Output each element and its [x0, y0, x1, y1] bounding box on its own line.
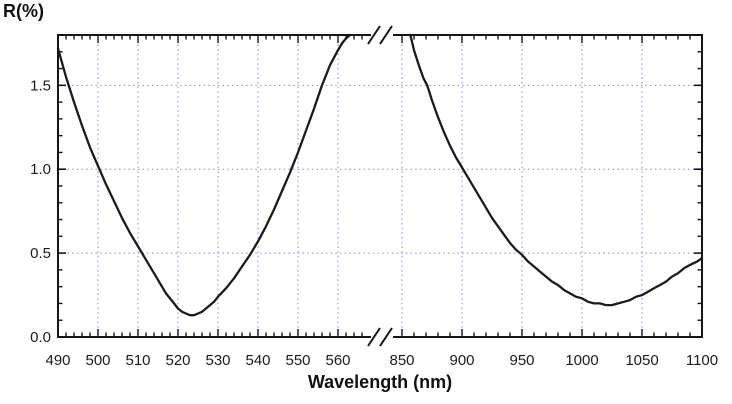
x-tick-label: 540	[245, 352, 270, 369]
y-tick-label: 1.5	[30, 77, 51, 94]
y-tick-label: 1.0	[30, 161, 51, 178]
x-tick-label: 850	[389, 352, 414, 369]
axis-break-gap	[371, 334, 393, 340]
x-tick-label: 500	[85, 352, 110, 369]
x-tick-label: 1050	[625, 352, 658, 369]
x-tick-label: 950	[509, 352, 534, 369]
axis-break-slash	[367, 327, 381, 347]
y-tick-label: 0.0	[30, 329, 51, 346]
x-tick-label: 490	[45, 352, 70, 369]
axis-box	[57, 34, 703, 338]
x-tick-label: 1000	[565, 352, 598, 369]
x-tick-label: 550	[285, 352, 310, 369]
x-tick-label: 560	[325, 352, 350, 369]
reflectance-curve	[56, 33, 352, 317]
x-tick-label: 530	[205, 352, 230, 369]
axis-break-gap	[371, 32, 393, 38]
x-tick-label: 520	[165, 352, 190, 369]
axis-break-slash	[379, 327, 393, 347]
x-tick-label: 1100	[686, 352, 718, 369]
axis-break-slash	[367, 25, 381, 45]
x-axis-title: Wavelength (nm)	[307, 372, 453, 392]
y-tick-label: 0.5	[30, 245, 51, 262]
x-tick-label: 900	[449, 352, 474, 369]
y-axis-title: R(%)	[3, 1, 44, 21]
reflectance-curve	[409, 33, 704, 307]
x-tick-label: 510	[125, 352, 150, 369]
axis-break-slash	[379, 25, 393, 45]
